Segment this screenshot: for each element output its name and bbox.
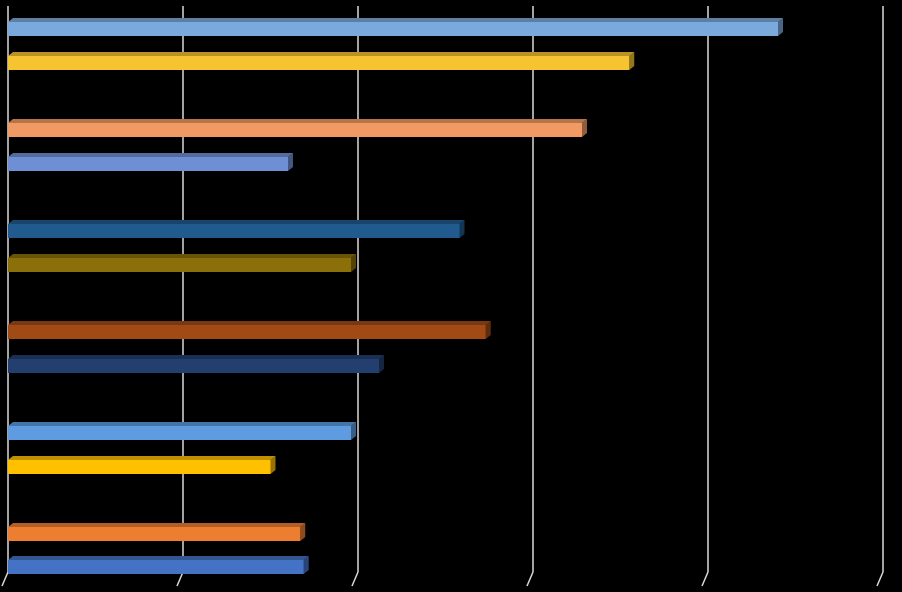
bar-top-face: [8, 153, 293, 157]
bar-front-face: [8, 359, 379, 373]
bar-side-face: [303, 556, 309, 574]
bar-front-face: [8, 123, 582, 137]
bar-side-face: [582, 119, 587, 137]
gridline: [876, 6, 884, 587]
bar-top-face: [8, 556, 309, 560]
bar-front-face: [8, 22, 778, 36]
bar-side-face: [270, 456, 276, 474]
bar-top-face: [8, 18, 783, 22]
bar: [8, 18, 783, 36]
bar: [8, 422, 356, 440]
bar-side-face: [485, 321, 491, 339]
gridline: [351, 6, 359, 587]
bar-top-face: [8, 456, 276, 460]
bar-front-face: [8, 460, 271, 474]
gridline: [1, 6, 9, 587]
bar-side-face: [629, 52, 635, 70]
bar: [8, 254, 356, 272]
gridline: [176, 6, 184, 587]
bar-front-face: [8, 157, 288, 171]
bar-front-face: [8, 426, 351, 440]
bar-front-face: [8, 560, 304, 574]
bar: [8, 52, 635, 70]
bar-side-face: [351, 422, 356, 440]
bar-side-face: [459, 220, 465, 238]
bar-side-face: [288, 153, 293, 171]
bar-front-face: [8, 224, 460, 238]
bar-top-face: [8, 523, 306, 527]
bar-side-face: [351, 254, 356, 272]
bar-top-face: [8, 254, 356, 258]
bar-front-face: [8, 527, 301, 541]
bar: [8, 556, 309, 574]
gridlines: [1, 6, 884, 587]
bar: [8, 321, 491, 339]
bar-front-face: [8, 258, 351, 272]
bar-top-face: [8, 220, 465, 224]
bar-top-face: [8, 52, 635, 56]
bar: [8, 523, 306, 541]
gridline: [526, 6, 534, 587]
bar: [8, 119, 587, 137]
bar-front-face: [8, 56, 630, 70]
bar: [8, 220, 465, 238]
bar-side-face: [300, 523, 306, 541]
bar: [8, 456, 276, 474]
bar-side-face: [379, 355, 384, 373]
gridline: [701, 6, 709, 587]
bars: [8, 18, 783, 574]
bar-front-face: [8, 325, 486, 339]
bar: [8, 153, 293, 171]
bar-top-face: [8, 355, 384, 359]
bar-side-face: [778, 18, 783, 36]
bar-top-face: [8, 422, 356, 426]
bar-top-face: [8, 321, 491, 325]
bar-top-face: [8, 119, 587, 123]
bar: [8, 355, 384, 373]
